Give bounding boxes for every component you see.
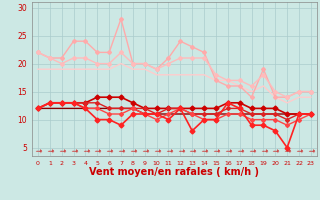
Text: ↗: ↗ [305, 146, 316, 157]
Text: ↗: ↗ [68, 146, 79, 157]
Text: ↗: ↗ [33, 146, 44, 157]
Text: ↗: ↗ [175, 146, 186, 157]
Text: ↗: ↗ [246, 146, 257, 157]
Text: ↗: ↗ [92, 146, 103, 157]
Text: ↗: ↗ [293, 146, 304, 157]
Text: ↗: ↗ [127, 146, 138, 157]
X-axis label: Vent moyen/en rafales ( km/h ): Vent moyen/en rafales ( km/h ) [89, 167, 260, 177]
Text: ↗: ↗ [199, 146, 210, 157]
Text: ↗: ↗ [116, 146, 126, 157]
Text: ↗: ↗ [56, 146, 67, 157]
Text: ↗: ↗ [282, 146, 292, 157]
Text: ↗: ↗ [258, 146, 269, 157]
Text: ↗: ↗ [222, 146, 233, 157]
Text: ↗: ↗ [163, 146, 174, 157]
Text: ↗: ↗ [151, 146, 162, 157]
Text: ↗: ↗ [234, 146, 245, 157]
Text: ↗: ↗ [104, 146, 115, 157]
Text: ↗: ↗ [44, 146, 55, 157]
Text: ↗: ↗ [139, 146, 150, 157]
Text: ↗: ↗ [211, 146, 221, 157]
Text: ↗: ↗ [270, 146, 281, 157]
Text: ↗: ↗ [187, 146, 198, 157]
Text: ↗: ↗ [80, 146, 91, 157]
